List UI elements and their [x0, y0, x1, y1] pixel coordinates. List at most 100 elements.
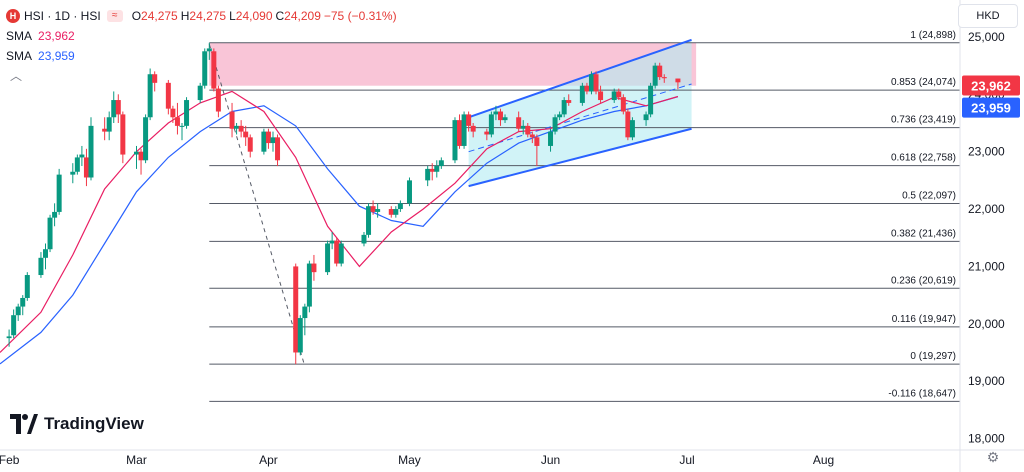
candle-down: [529, 134, 535, 138]
candle-down: [115, 100, 121, 115]
symbol-row: H HSI · 1D · HSI ≈ O24,275 H24,275 L24,0…: [6, 6, 397, 26]
candle-up: [552, 117, 558, 132]
candle-down: [566, 100, 572, 103]
candle-down: [429, 168, 435, 172]
candle-down: [238, 125, 244, 132]
candle-up: [520, 125, 526, 129]
y-tick-label: 22,000: [968, 202, 1005, 216]
candle-up: [561, 100, 567, 115]
x-tick-label: Feb: [0, 453, 20, 467]
candle-up: [488, 114, 494, 135]
sma-row-2[interactable]: SMA 23,959: [6, 46, 397, 66]
chevron-up-icon[interactable]: ︿: [10, 69, 23, 83]
candle-up: [329, 240, 335, 244]
x-tick-label: Jun: [541, 453, 560, 467]
candle-up: [56, 174, 62, 212]
channel-upper-line: [468, 38, 692, 119]
candle-up: [202, 51, 208, 86]
candle-up: [15, 306, 21, 316]
candle-up: [52, 211, 58, 218]
candle-up: [393, 209, 399, 215]
candle-down: [470, 125, 476, 132]
symbol-title[interactable]: HSI · 1D · HSI: [24, 9, 101, 23]
candle-up: [234, 125, 240, 129]
candle-down: [174, 117, 180, 126]
candle-up: [643, 114, 649, 121]
candle-down: [457, 120, 463, 146]
candle-down: [165, 82, 171, 109]
candle-down: [243, 131, 249, 138]
candle-up: [111, 100, 117, 118]
y-tick-label: 25,000: [968, 30, 1005, 44]
candle-up: [88, 125, 94, 178]
candle-down: [211, 51, 217, 89]
ohlc-open: O24,275: [131, 9, 178, 23]
candle-up: [42, 249, 48, 258]
candle-up: [611, 91, 617, 101]
candle-down: [334, 240, 340, 264]
candle-down: [311, 263, 317, 273]
candle-up: [325, 243, 331, 273]
candle-up: [338, 243, 344, 264]
candle-up: [366, 206, 372, 235]
candle-down: [534, 137, 540, 146]
fib-level-label: 0.5 (22,097): [902, 190, 956, 201]
sma-1-name: SMA: [6, 29, 33, 43]
candle-up: [438, 160, 444, 167]
gear-icon[interactable]: ⚙: [986, 449, 1000, 465]
fib-level-label: 1 (24,898): [910, 30, 956, 41]
candle-up: [133, 151, 139, 155]
candle-down: [120, 114, 126, 155]
fib-level-label: 0.382 (21,436): [891, 228, 956, 239]
candle-down: [102, 128, 108, 132]
candle-down: [616, 91, 622, 98]
candle-up: [461, 114, 467, 146]
candle-up: [375, 209, 381, 212]
x-tick-label: Aug: [813, 453, 834, 467]
channel-mid-line: [468, 83, 692, 153]
y-tick-label: 18,000: [968, 432, 1005, 446]
candle-up: [297, 318, 303, 353]
candle-up: [406, 180, 412, 204]
fib-level-label: -0.116 (18,647): [888, 388, 956, 399]
candle-up: [302, 306, 308, 319]
candle-down: [466, 114, 472, 126]
tradingview-logo[interactable]: TradingView: [10, 414, 144, 434]
currency-button[interactable]: HKD: [958, 4, 1018, 28]
candle-down: [620, 97, 626, 112]
candle-up: [24, 275, 30, 298]
candle-down: [247, 137, 253, 152]
candle-up: [197, 85, 203, 101]
candle-down: [661, 77, 667, 79]
candle-down: [598, 91, 604, 101]
chart-legend: H HSI · 1D · HSI ≈ O24,275 H24,275 L24,0…: [6, 6, 397, 84]
candle-up: [629, 120, 635, 138]
x-tick-label: Jul: [679, 453, 694, 467]
hsi-logo-icon: H: [6, 9, 20, 23]
tradingview-logo-icon: [10, 414, 38, 434]
fib-level-label: 0.236 (20,619): [891, 275, 956, 286]
candle-up: [147, 74, 153, 118]
ohlc-high: H24,275: [180, 9, 227, 23]
candle-down: [625, 111, 631, 138]
ohlc-low: L24,090: [229, 9, 273, 23]
fib-level-label: 0.116 (19,947): [892, 314, 956, 325]
fib-level-label: 0.853 (24,074): [891, 77, 956, 88]
candle-down: [275, 137, 281, 161]
price-label-value: 23,962: [971, 78, 1011, 93]
candle-down: [525, 125, 531, 135]
candle-down: [388, 209, 394, 215]
candle-up: [70, 171, 76, 175]
fib-level-label: 0.618 (22,758): [891, 153, 956, 164]
sma-1-value: 23,962: [38, 29, 75, 43]
candle-up: [206, 48, 212, 52]
x-tick-label: Mar: [126, 453, 147, 467]
candle-up: [648, 85, 654, 115]
candle-up: [79, 154, 85, 158]
candle-up: [306, 263, 312, 307]
sma-slow-line: [0, 96, 679, 365]
flag-icon[interactable]: ≈: [106, 10, 123, 22]
sma-row-1[interactable]: SMA 23,962: [6, 26, 397, 46]
fib-level-label: 0 (19,297): [910, 351, 956, 362]
